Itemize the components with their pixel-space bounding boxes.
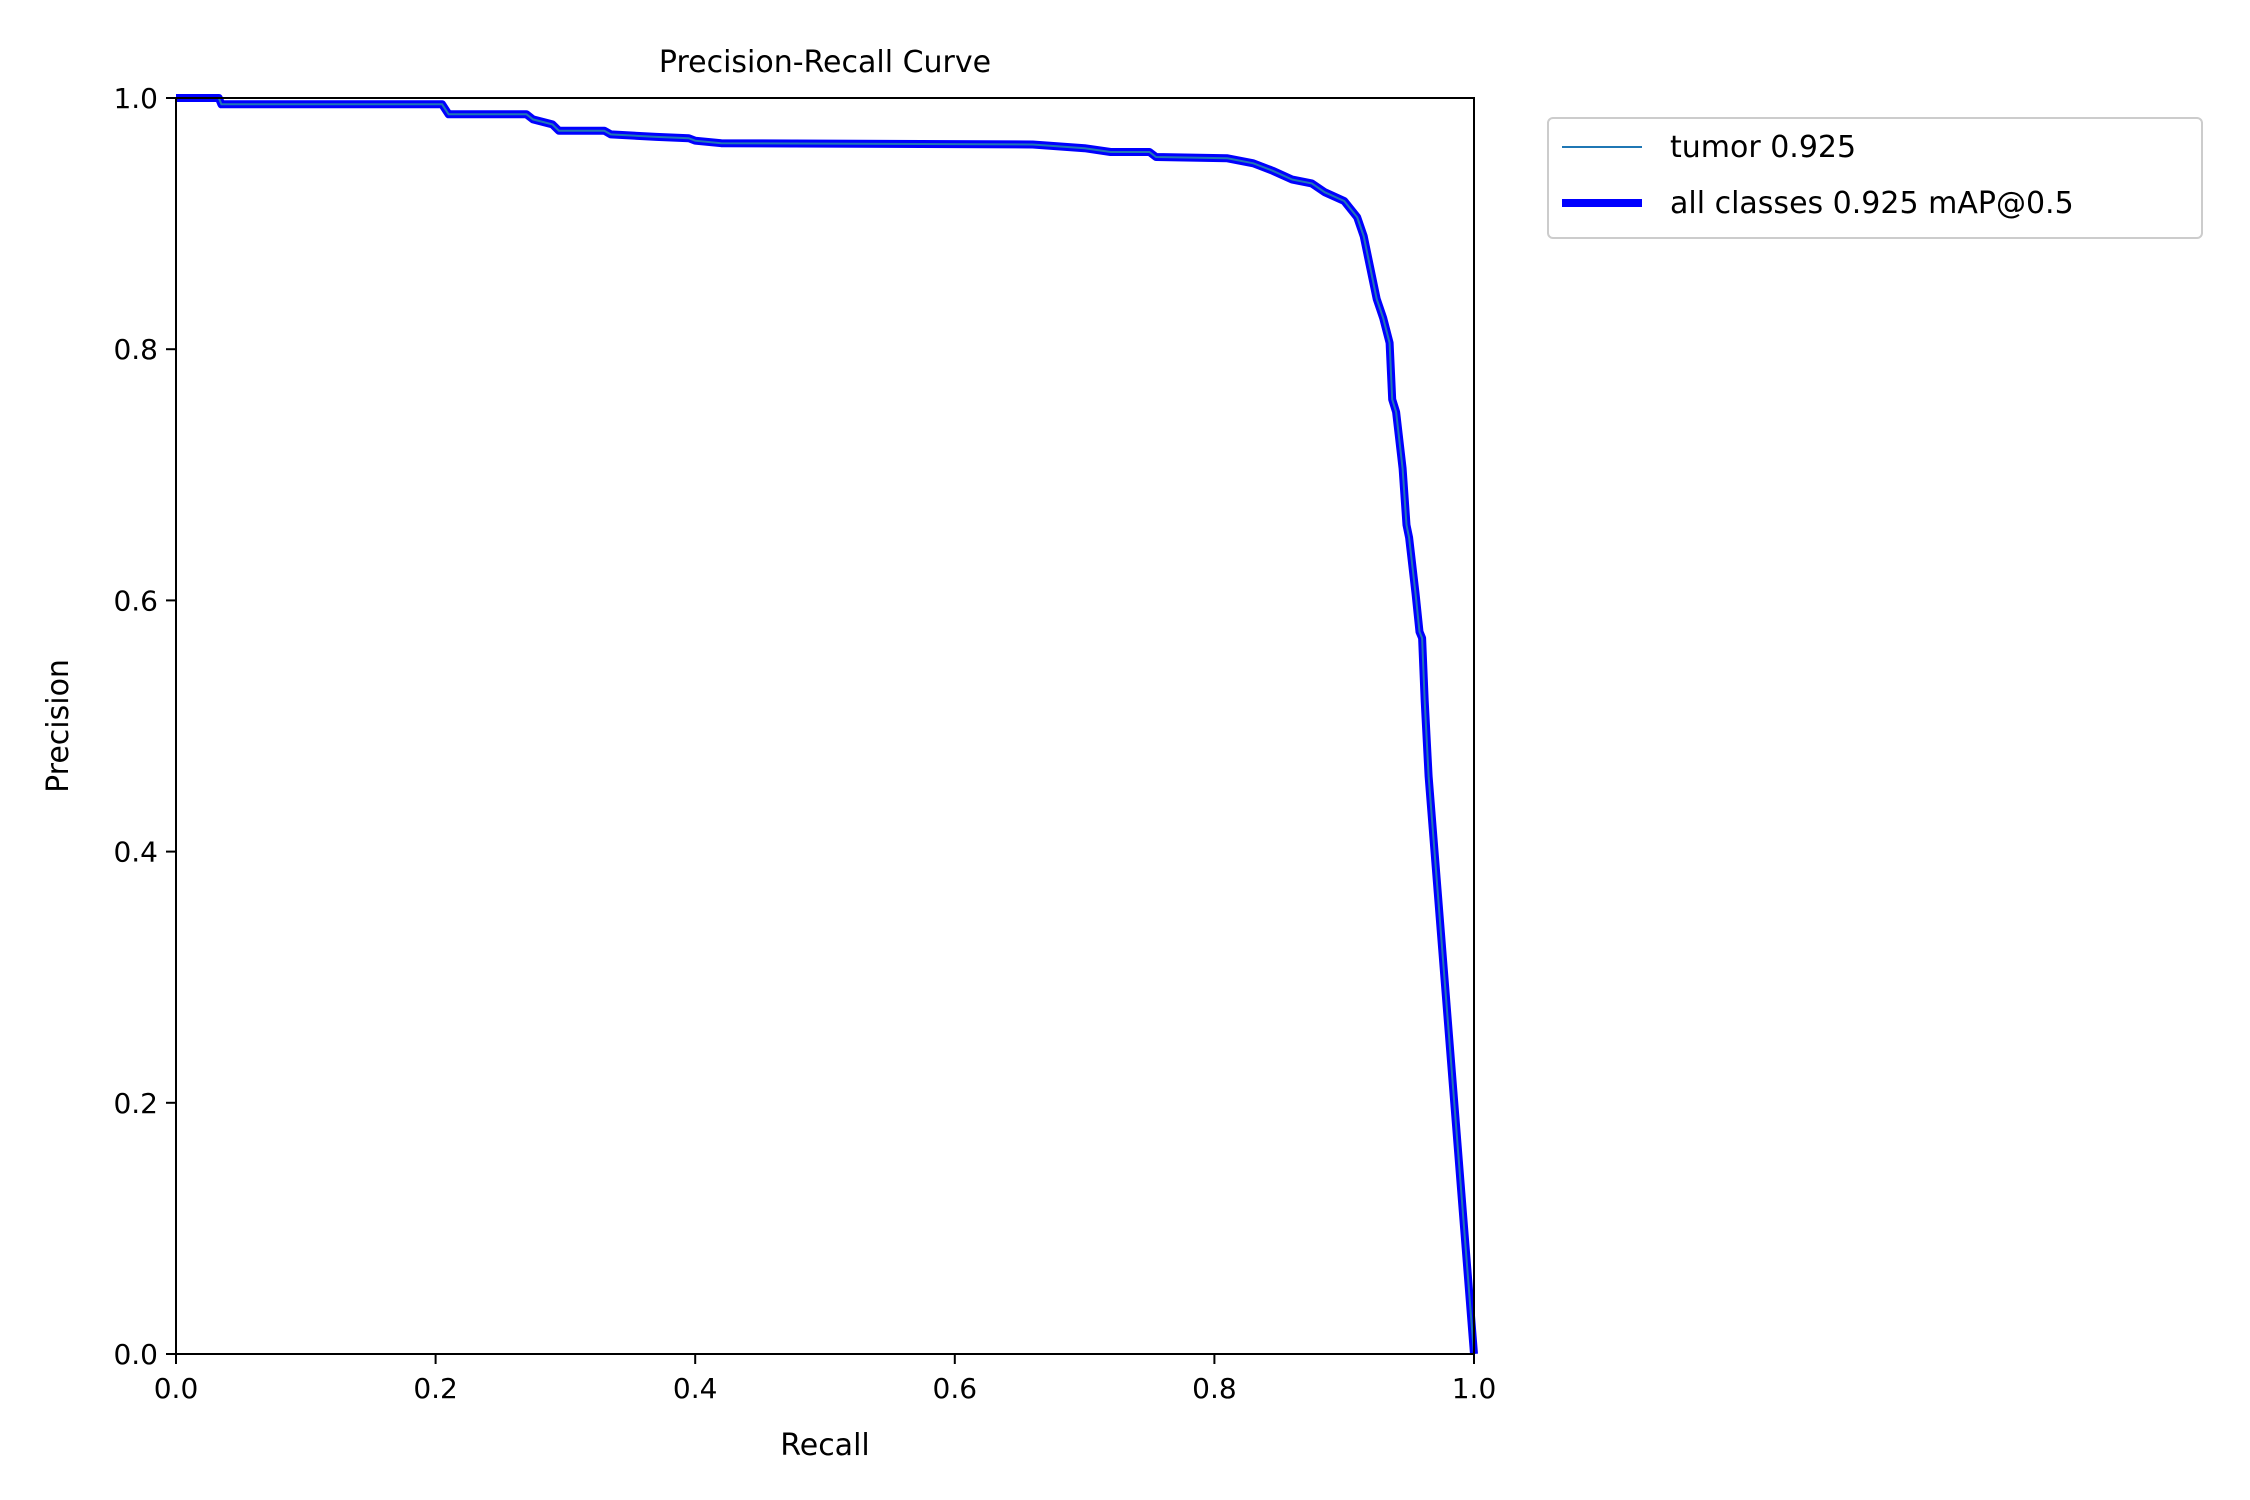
y-tick-label: 0.0 bbox=[113, 1338, 158, 1371]
curve-all-classes bbox=[176, 94, 1478, 1355]
x-tick-label: 0.0 bbox=[154, 1372, 199, 1405]
curves bbox=[176, 94, 1478, 1355]
chart-title: Precision-Recall Curve bbox=[659, 45, 991, 80]
x-tick-label: 0.2 bbox=[413, 1372, 458, 1405]
y-tick-label: 1.0 bbox=[113, 82, 158, 115]
y-tick-label: 0.2 bbox=[113, 1087, 158, 1120]
legend-label-tumor: tumor 0.925 bbox=[1670, 130, 1856, 165]
x-axis-label: Recall bbox=[780, 1428, 870, 1463]
plot-frame bbox=[175, 97, 1475, 1355]
x-ticks: 0.0 0.2 0.4 0.6 0.8 1.0 bbox=[154, 1354, 1497, 1405]
y-tick-label: 0.6 bbox=[113, 584, 158, 617]
legend-box bbox=[1547, 117, 2203, 239]
legend-label-all-classes: all classes 0.925 mAP@0.5 bbox=[1670, 186, 2074, 221]
x-tick-label: 0.4 bbox=[673, 1372, 718, 1405]
curve-tumor bbox=[176, 97, 1475, 1355]
x-tick-label: 0.8 bbox=[1192, 1372, 1237, 1405]
y-tick-label: 0.4 bbox=[113, 836, 158, 869]
legend: tumor 0.925 all classes 0.925 mAP@0.5 bbox=[1547, 117, 2203, 239]
y-tick-label: 0.8 bbox=[113, 333, 158, 366]
y-axis-label: Precision bbox=[41, 659, 76, 793]
y-ticks: 0.0 0.2 0.4 0.6 0.8 1.0 bbox=[113, 82, 176, 1371]
x-tick-label: 0.6 bbox=[933, 1372, 978, 1405]
x-tick-label: 1.0 bbox=[1452, 1372, 1497, 1405]
